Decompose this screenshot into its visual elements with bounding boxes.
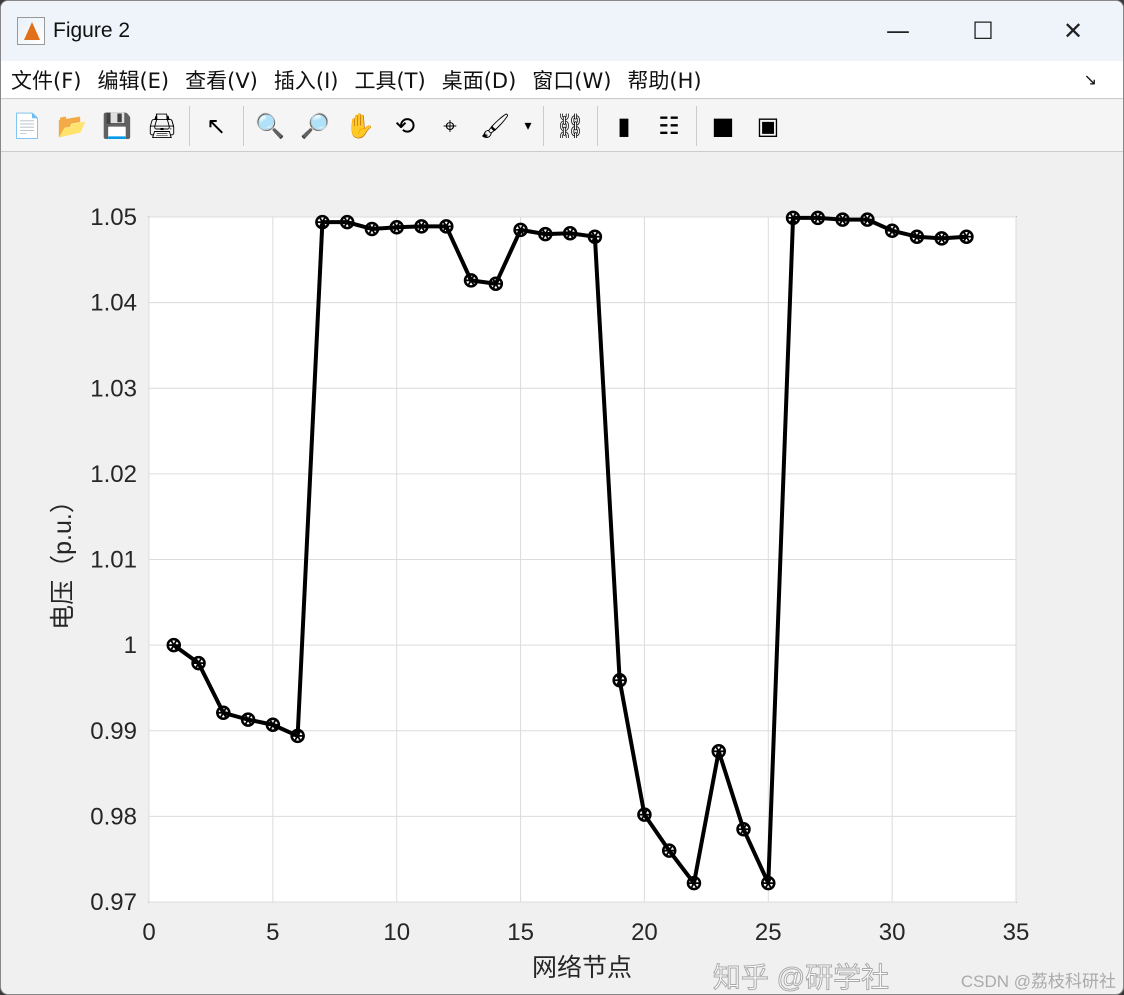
data-point[interactable] [240, 712, 256, 727]
menu-bar: 文件(F) 编辑(E) 查看(V) 插入(I) 工具(T) 桌面(D) 窗口(W) 帮助(H)… [1, 61, 1123, 99]
data-point[interactable] [364, 221, 380, 237]
data-point[interactable] [166, 637, 182, 653]
y-tick-label: 0.97 [90, 889, 137, 916]
y-tick-label: 1 [124, 632, 137, 659]
brush-icon[interactable]: 🖌 [479, 111, 511, 140]
brush-dropdown-icon[interactable]: ▾ [524, 117, 532, 134]
x-tick-label: 0 [142, 919, 155, 946]
data-point[interactable] [637, 807, 652, 822]
x-tick-label: 5 [266, 919, 279, 946]
toolbar-separator [543, 105, 544, 146]
y-tick-label: 1.01 [90, 547, 137, 574]
data-point[interactable] [711, 744, 726, 759]
menu-item-3[interactable]: 插入(I) [273, 68, 339, 93]
show-plot-tools-icon[interactable]: ▣ [756, 111, 780, 140]
data-point[interactable] [860, 212, 875, 227]
menu-item-7[interactable]: 帮助(H) [627, 68, 702, 93]
data-point[interactable] [835, 212, 850, 227]
data-point[interactable] [315, 214, 330, 230]
pan-icon[interactable]: ✋ [345, 111, 375, 140]
minimize-button[interactable]: — [886, 17, 910, 45]
colorbar-icon[interactable]: ▮ [617, 111, 631, 140]
zoom-out-icon[interactable]: 🔎 [300, 111, 330, 140]
y-tick-label: 1.02 [90, 461, 137, 488]
data-point[interactable] [538, 226, 553, 242]
y-axis-label: 电压（p.u.） [49, 488, 77, 630]
x-tick-label: 15 [507, 919, 534, 946]
data-cursor-icon[interactable]: ⌖ [443, 111, 457, 140]
toolbar: 📄 📂 💾 🖨 ↖ 🔍 🔎 ✋ ⟲ ⌖ 🖌 ▾ ⛓ ▮ ☷ ■ ▣ [1, 100, 1123, 152]
matlab-logo-icon [17, 17, 45, 45]
menu-item-2[interactable]: 查看(V) [185, 68, 258, 93]
menu-item-6[interactable]: 窗口(W) [532, 68, 612, 93]
window-title: Figure 2 [53, 19, 131, 42]
data-point[interactable] [414, 219, 429, 234]
legend-icon[interactable]: ☷ [658, 111, 680, 140]
toolbar-separator [243, 105, 244, 146]
watermark-main: 知乎 @研学社 [713, 962, 889, 993]
data-point[interactable] [909, 229, 925, 244]
pointer-icon[interactable]: ↖ [205, 111, 227, 140]
data-point[interactable] [686, 875, 702, 891]
print-icon[interactable]: 🖨 [146, 111, 178, 140]
data-point[interactable] [810, 210, 826, 226]
watermark-sub: CSDN @荔枝科研社 [961, 972, 1116, 991]
x-tick-label: 25 [755, 919, 782, 946]
y-tick-label: 1.04 [90, 290, 137, 317]
menu-item-4[interactable]: 工具(T) [354, 68, 426, 93]
toolbar-separator [696, 105, 697, 146]
data-point[interactable] [761, 875, 776, 891]
link-plot-icon[interactable]: ⛓ [554, 111, 586, 140]
data-point[interactable] [216, 705, 231, 721]
data-point[interactable] [290, 728, 305, 744]
x-tick-label: 30 [879, 919, 906, 946]
data-point[interactable] [439, 219, 454, 234]
data-point[interactable] [959, 229, 974, 244]
y-tick-label: 0.98 [90, 803, 137, 830]
dock-arrow-icon[interactable]: ↘ [1083, 70, 1097, 89]
x-tick-label: 35 [1003, 919, 1030, 946]
data-point[interactable] [934, 231, 949, 246]
data-point[interactable] [612, 672, 627, 688]
data-point[interactable] [884, 223, 900, 238]
x-axis-label: 网络节点 [532, 954, 632, 982]
menu-item-1[interactable]: 编辑(E) [97, 68, 170, 93]
y-tick-label: 1.05 [90, 204, 137, 231]
title-bar: Figure 2 — ☐ ✕ [1, 1, 1123, 61]
y-tick-label: 0.99 [90, 718, 137, 745]
hide-plot-tools-icon[interactable]: ■ [711, 111, 735, 140]
close-button[interactable]: ✕ [1062, 17, 1084, 45]
x-tick-label: 10 [383, 919, 410, 946]
toolbar-separator [597, 105, 598, 146]
data-point[interactable] [191, 655, 206, 671]
y-tick-label: 1.03 [90, 375, 137, 402]
data-point[interactable] [339, 214, 355, 230]
data-point[interactable] [513, 222, 528, 238]
open-icon[interactable]: 📂 [57, 111, 87, 140]
data-point[interactable] [463, 273, 479, 288]
maximize-button[interactable]: ☐ [972, 17, 994, 45]
data-point[interactable] [265, 717, 281, 733]
menu-item-0[interactable]: 文件(F) [11, 68, 82, 93]
toolbar-separator [189, 105, 190, 146]
rotate-3d-icon[interactable]: ⟲ [394, 111, 416, 140]
save-icon[interactable]: 💾 [102, 111, 132, 140]
zoom-in-icon[interactable]: 🔍 [255, 111, 285, 140]
data-point[interactable] [562, 226, 578, 241]
data-point[interactable] [389, 220, 404, 235]
data-point[interactable] [736, 821, 751, 837]
data-point[interactable] [587, 229, 603, 244]
x-tick-label: 20 [631, 919, 658, 946]
data-point[interactable] [488, 276, 504, 292]
data-point[interactable] [661, 843, 677, 858]
new-figure-icon[interactable]: 📄 [12, 111, 42, 140]
menu-item-5[interactable]: 桌面(D) [441, 68, 517, 93]
data-point[interactable] [785, 210, 801, 226]
